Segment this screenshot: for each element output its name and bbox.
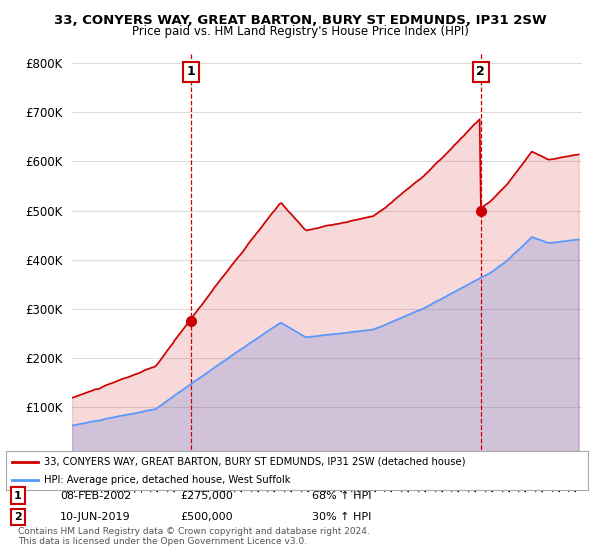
Text: 08-FEB-2002: 08-FEB-2002 — [60, 491, 131, 501]
Text: 33, CONYERS WAY, GREAT BARTON, BURY ST EDMUNDS, IP31 2SW: 33, CONYERS WAY, GREAT BARTON, BURY ST E… — [53, 14, 547, 27]
Text: 30% ↑ HPI: 30% ↑ HPI — [312, 512, 371, 522]
Text: Contains HM Land Registry data © Crown copyright and database right 2024.
This d: Contains HM Land Registry data © Crown c… — [18, 526, 370, 546]
Text: 2: 2 — [14, 512, 22, 522]
Text: HPI: Average price, detached house, West Suffolk: HPI: Average price, detached house, West… — [44, 475, 290, 485]
Text: 2: 2 — [476, 66, 485, 78]
Text: £500,000: £500,000 — [180, 512, 233, 522]
Text: 33, CONYERS WAY, GREAT BARTON, BURY ST EDMUNDS, IP31 2SW (detached house): 33, CONYERS WAY, GREAT BARTON, BURY ST E… — [44, 457, 466, 467]
Text: 68% ↑ HPI: 68% ↑ HPI — [312, 491, 371, 501]
Text: £275,000: £275,000 — [180, 491, 233, 501]
Text: 10-JUN-2019: 10-JUN-2019 — [60, 512, 131, 522]
Text: 1: 1 — [187, 66, 195, 78]
Text: 1: 1 — [14, 491, 22, 501]
Text: Price paid vs. HM Land Registry's House Price Index (HPI): Price paid vs. HM Land Registry's House … — [131, 25, 469, 38]
